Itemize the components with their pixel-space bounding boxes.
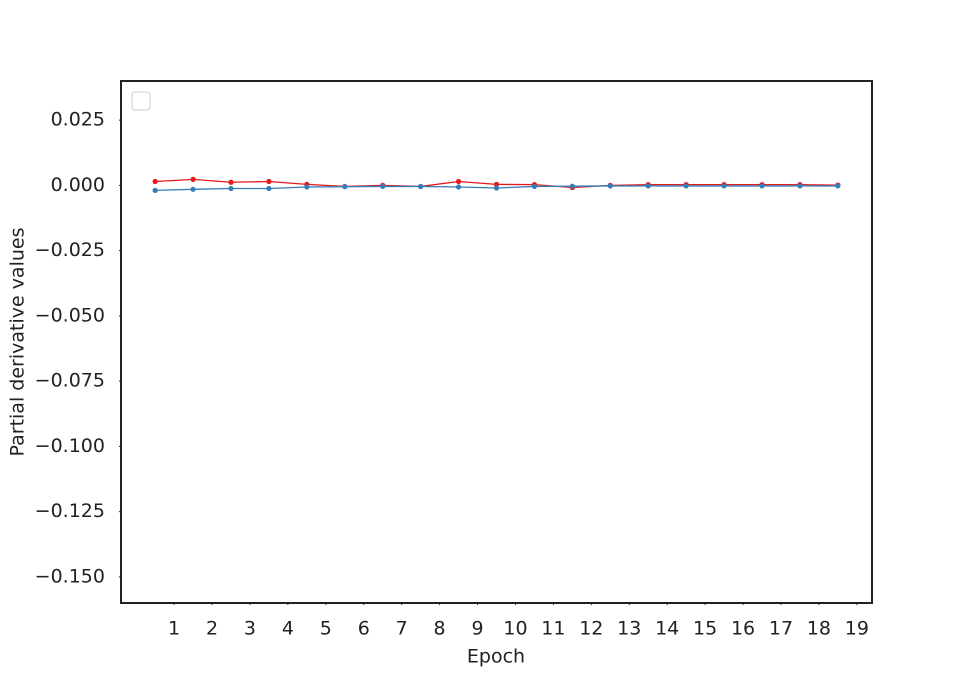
x-tick-label: 2 bbox=[206, 618, 218, 640]
data-point bbox=[797, 183, 803, 189]
data-point bbox=[266, 185, 272, 192]
data-point bbox=[645, 183, 651, 189]
data-point bbox=[455, 178, 462, 185]
x-axis-label: Epoch bbox=[467, 646, 525, 668]
y-tick-label: 0.025 bbox=[51, 109, 105, 131]
x-tick-label: 13 bbox=[617, 618, 641, 640]
data-point bbox=[152, 178, 158, 185]
data-point bbox=[835, 183, 841, 189]
data-point bbox=[380, 183, 386, 190]
y-tick-label: −0.125 bbox=[35, 500, 105, 522]
x-tick-label: 7 bbox=[396, 618, 408, 640]
y-tick-label: −0.100 bbox=[35, 435, 105, 457]
x-tick-label: 16 bbox=[731, 618, 755, 640]
data-point bbox=[190, 176, 196, 182]
x-tick-label: 11 bbox=[541, 618, 565, 640]
x-tick-label: 9 bbox=[471, 618, 483, 640]
y-tick-label: −0.075 bbox=[35, 370, 105, 392]
data-point bbox=[266, 178, 272, 185]
y-axis-label: Partial derivative values bbox=[7, 228, 29, 457]
y-tick-label: −0.025 bbox=[35, 239, 105, 261]
data-point bbox=[228, 179, 234, 185]
x-tick-label: 18 bbox=[807, 618, 831, 640]
x-tick-label: 10 bbox=[503, 618, 527, 640]
data-point bbox=[493, 185, 500, 191]
x-tick-label: 19 bbox=[845, 618, 869, 640]
data-point bbox=[342, 184, 348, 190]
data-point bbox=[228, 185, 234, 192]
y-tick-label: 0.000 bbox=[51, 174, 105, 196]
x-tick-label: 5 bbox=[320, 618, 332, 640]
data-point bbox=[304, 184, 310, 190]
data-point bbox=[721, 183, 727, 189]
legend-box bbox=[131, 91, 151, 111]
data-point bbox=[607, 183, 613, 189]
x-tick-label: 15 bbox=[693, 618, 717, 640]
data-point bbox=[190, 186, 196, 192]
data-point bbox=[152, 187, 158, 193]
plot-frame bbox=[120, 80, 873, 604]
data-point bbox=[418, 183, 424, 190]
x-tick-label: 4 bbox=[282, 618, 294, 640]
x-tick-label: 8 bbox=[434, 618, 446, 640]
x-tick-label: 12 bbox=[579, 618, 603, 640]
y-tick-label: −0.050 bbox=[35, 304, 105, 326]
data-point bbox=[455, 184, 462, 190]
x-tick-label: 14 bbox=[655, 618, 679, 640]
x-tick-label: 6 bbox=[358, 618, 370, 640]
data-point bbox=[759, 183, 765, 189]
data-point bbox=[569, 183, 575, 189]
data-point bbox=[683, 183, 689, 189]
data-point bbox=[531, 183, 538, 190]
x-tick-label: 3 bbox=[244, 618, 256, 640]
y-tick-label: −0.150 bbox=[35, 565, 105, 587]
x-tick-label: 17 bbox=[769, 618, 793, 640]
x-tick-label: 1 bbox=[168, 618, 180, 640]
data-point bbox=[493, 181, 500, 187]
